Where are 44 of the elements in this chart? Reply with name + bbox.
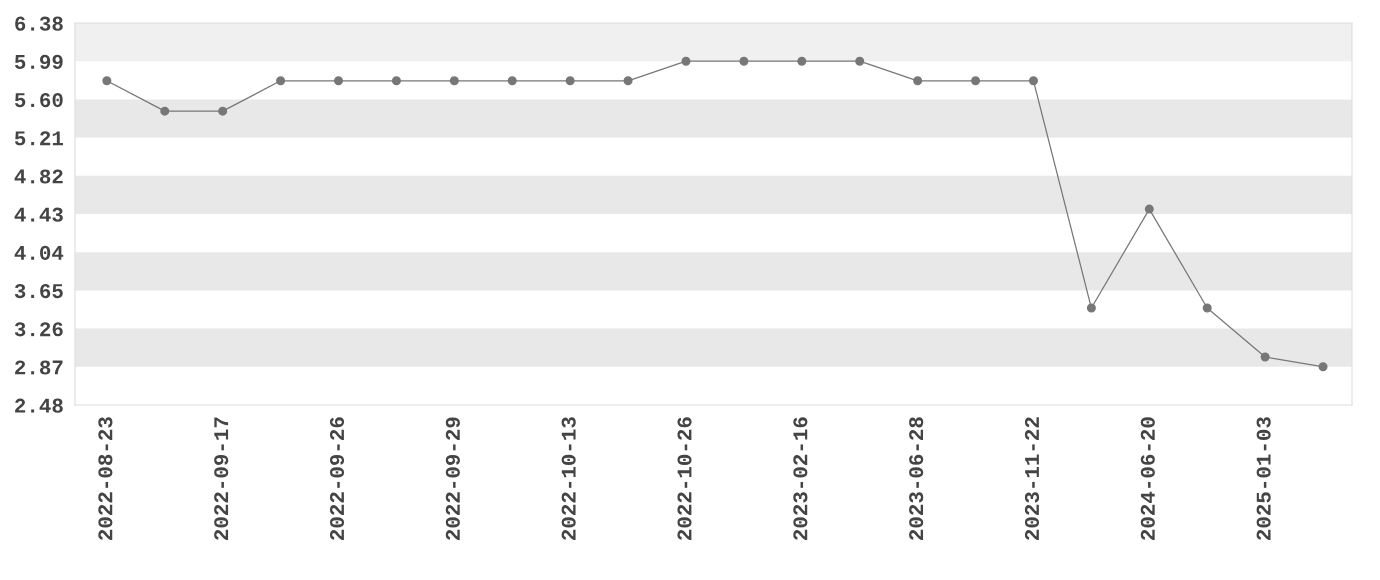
point [391,76,401,86]
y-tick-label: 2.87 [15,360,63,375]
point [739,56,749,66]
point [565,76,575,86]
y-tick-label: 5.99 [14,54,63,69]
point [681,56,691,66]
x-tick-label: 2022-08-23 [98,417,113,540]
y-tick-label: 3.65 [14,284,63,299]
x-tick-label: 2024-06-20 [1140,417,1155,540]
point [160,106,170,116]
x-tick-label: 2023-02-16 [793,417,808,540]
point [102,76,112,86]
point [333,76,344,86]
y-tick-label: 3.26 [14,322,63,337]
y-tick-label: 5.60 [14,93,63,108]
point [1318,362,1328,372]
x-tick-label: 2022-09-17 [214,417,229,540]
point [218,106,228,116]
x-tick-label: 2023-06-28 [909,417,924,540]
point [1086,303,1096,313]
y-tick-label: 4.43 [14,207,63,222]
point [1028,76,1038,86]
point [1260,352,1270,362]
y-tick-label: 4.04 [14,245,64,260]
point [797,56,807,66]
point [913,76,923,86]
x-tick-label: 2022-10-26 [677,417,692,540]
point [449,76,459,86]
point [623,76,633,86]
x-tick-label: 2023-11-22 [1024,417,1040,540]
point [855,56,865,66]
y-tick-label: 6.38 [15,16,63,31]
x-tick-label: 2022-09-29 [445,417,460,540]
y-tick-label: 4.82 [14,169,63,184]
x-tick-label: 2025-01-03 [1256,417,1271,540]
point [1202,303,1212,313]
point [971,76,981,86]
x-tick-label: 2022-09-26 [329,417,345,540]
x-tick-label: 2022-10-13 [561,417,576,540]
y-tick-label: 2.48 [15,398,63,413]
point [507,76,517,86]
point [276,76,286,86]
y-tick-label: 5.21 [14,131,63,146]
point [1144,204,1154,214]
